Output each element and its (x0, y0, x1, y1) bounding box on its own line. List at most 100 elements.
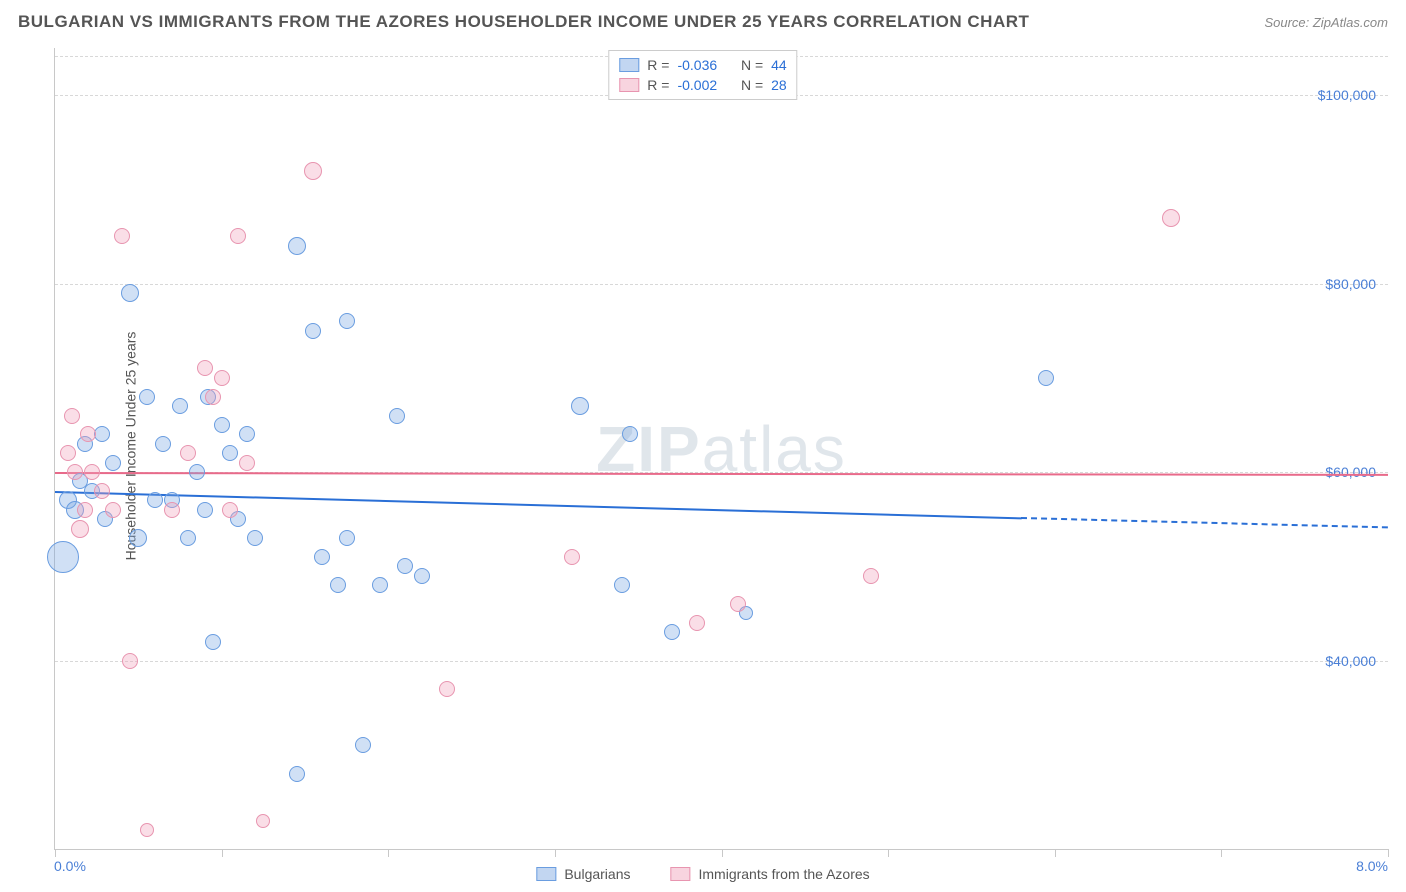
data-point (60, 445, 76, 461)
data-point (222, 502, 238, 518)
data-point (140, 823, 154, 837)
r-label: R = (647, 57, 669, 73)
data-point (197, 360, 213, 376)
legend-item-azores: Immigrants from the Azores (670, 866, 869, 882)
data-point (205, 634, 221, 650)
data-point (84, 464, 100, 480)
gridline (55, 661, 1388, 662)
legend-series: Bulgarians Immigrants from the Azores (536, 866, 869, 882)
data-point (77, 502, 93, 518)
swatch-pink-icon (619, 78, 639, 92)
legend-label: Bulgarians (564, 866, 630, 882)
data-point (614, 577, 630, 593)
data-point (114, 228, 130, 244)
data-point (214, 370, 230, 386)
data-point (205, 389, 221, 405)
data-point (288, 237, 306, 255)
data-point (180, 445, 196, 461)
x-axis-min-label: 0.0% (54, 858, 86, 874)
data-point (222, 445, 238, 461)
data-point (172, 398, 188, 414)
data-point (64, 408, 80, 424)
data-point (247, 530, 263, 546)
data-point (122, 653, 138, 669)
plot-area: ZIPatlas $40,000$60,000$80,000$100,000 (54, 48, 1388, 850)
data-point (689, 615, 705, 631)
data-point (664, 624, 680, 640)
data-point (230, 228, 246, 244)
data-point (94, 483, 110, 499)
data-point (155, 436, 171, 452)
chart-header: BULGARIAN VS IMMIGRANTS FROM THE AZORES … (18, 12, 1388, 32)
data-point (256, 814, 270, 828)
r-value: -0.036 (677, 57, 717, 73)
data-point (67, 464, 83, 480)
data-point (1162, 209, 1180, 227)
legend-item-bulgarians: Bulgarians (536, 866, 630, 882)
legend-label: Immigrants from the Azores (698, 866, 869, 882)
data-point (355, 737, 371, 753)
data-point (1038, 370, 1054, 386)
swatch-blue-icon (536, 867, 556, 881)
data-point (147, 492, 163, 508)
r-value: -0.002 (677, 77, 717, 93)
data-point (339, 530, 355, 546)
data-point (730, 596, 746, 612)
data-point (164, 502, 180, 518)
legend-correlation: R = -0.036 N = 44 R = -0.002 N = 28 (608, 50, 797, 100)
x-tick (388, 849, 389, 857)
data-point (239, 455, 255, 471)
data-point (339, 313, 355, 329)
n-value: 44 (771, 57, 787, 73)
data-point (571, 397, 589, 415)
y-tick-label: $40,000 (1325, 653, 1376, 669)
trend-line (55, 472, 1388, 476)
data-point (214, 417, 230, 433)
x-tick (222, 849, 223, 857)
x-tick (55, 849, 56, 857)
data-point (863, 568, 879, 584)
data-point (239, 426, 255, 442)
trend-line-extrapolated (1021, 517, 1388, 528)
x-tick (1221, 849, 1222, 857)
y-tick-label: $60,000 (1325, 464, 1376, 480)
data-point (439, 681, 455, 697)
source-name: ZipAtlas.com (1313, 15, 1388, 30)
data-point (129, 529, 147, 547)
data-point (397, 558, 413, 574)
data-point (71, 520, 89, 538)
chart-container: BULGARIAN VS IMMIGRANTS FROM THE AZORES … (0, 0, 1406, 892)
y-tick-label: $100,000 (1318, 87, 1376, 103)
x-tick (1055, 849, 1056, 857)
data-point (564, 549, 580, 565)
data-point (314, 549, 330, 565)
x-tick (555, 849, 556, 857)
data-point (121, 284, 139, 302)
source-attribution: Source: ZipAtlas.com (1264, 15, 1388, 30)
data-point (197, 502, 213, 518)
x-axis-max-label: 8.0% (1356, 858, 1388, 874)
data-point (47, 541, 79, 573)
source-label: Source: (1264, 15, 1312, 30)
swatch-pink-icon (670, 867, 690, 881)
n-label: N = (741, 57, 763, 73)
legend-row-bulgarians: R = -0.036 N = 44 (619, 55, 786, 75)
n-value: 28 (771, 77, 787, 93)
data-point (305, 323, 321, 339)
swatch-blue-icon (619, 58, 639, 72)
x-tick (888, 849, 889, 857)
data-point (180, 530, 196, 546)
data-point (330, 577, 346, 593)
data-point (414, 568, 430, 584)
n-label: N = (741, 77, 763, 93)
data-point (105, 502, 121, 518)
data-point (189, 464, 205, 480)
data-point (372, 577, 388, 593)
data-point (289, 766, 305, 782)
data-point (304, 162, 322, 180)
data-point (80, 426, 96, 442)
r-label: R = (647, 77, 669, 93)
x-tick (722, 849, 723, 857)
gridline (55, 284, 1388, 285)
data-point (622, 426, 638, 442)
